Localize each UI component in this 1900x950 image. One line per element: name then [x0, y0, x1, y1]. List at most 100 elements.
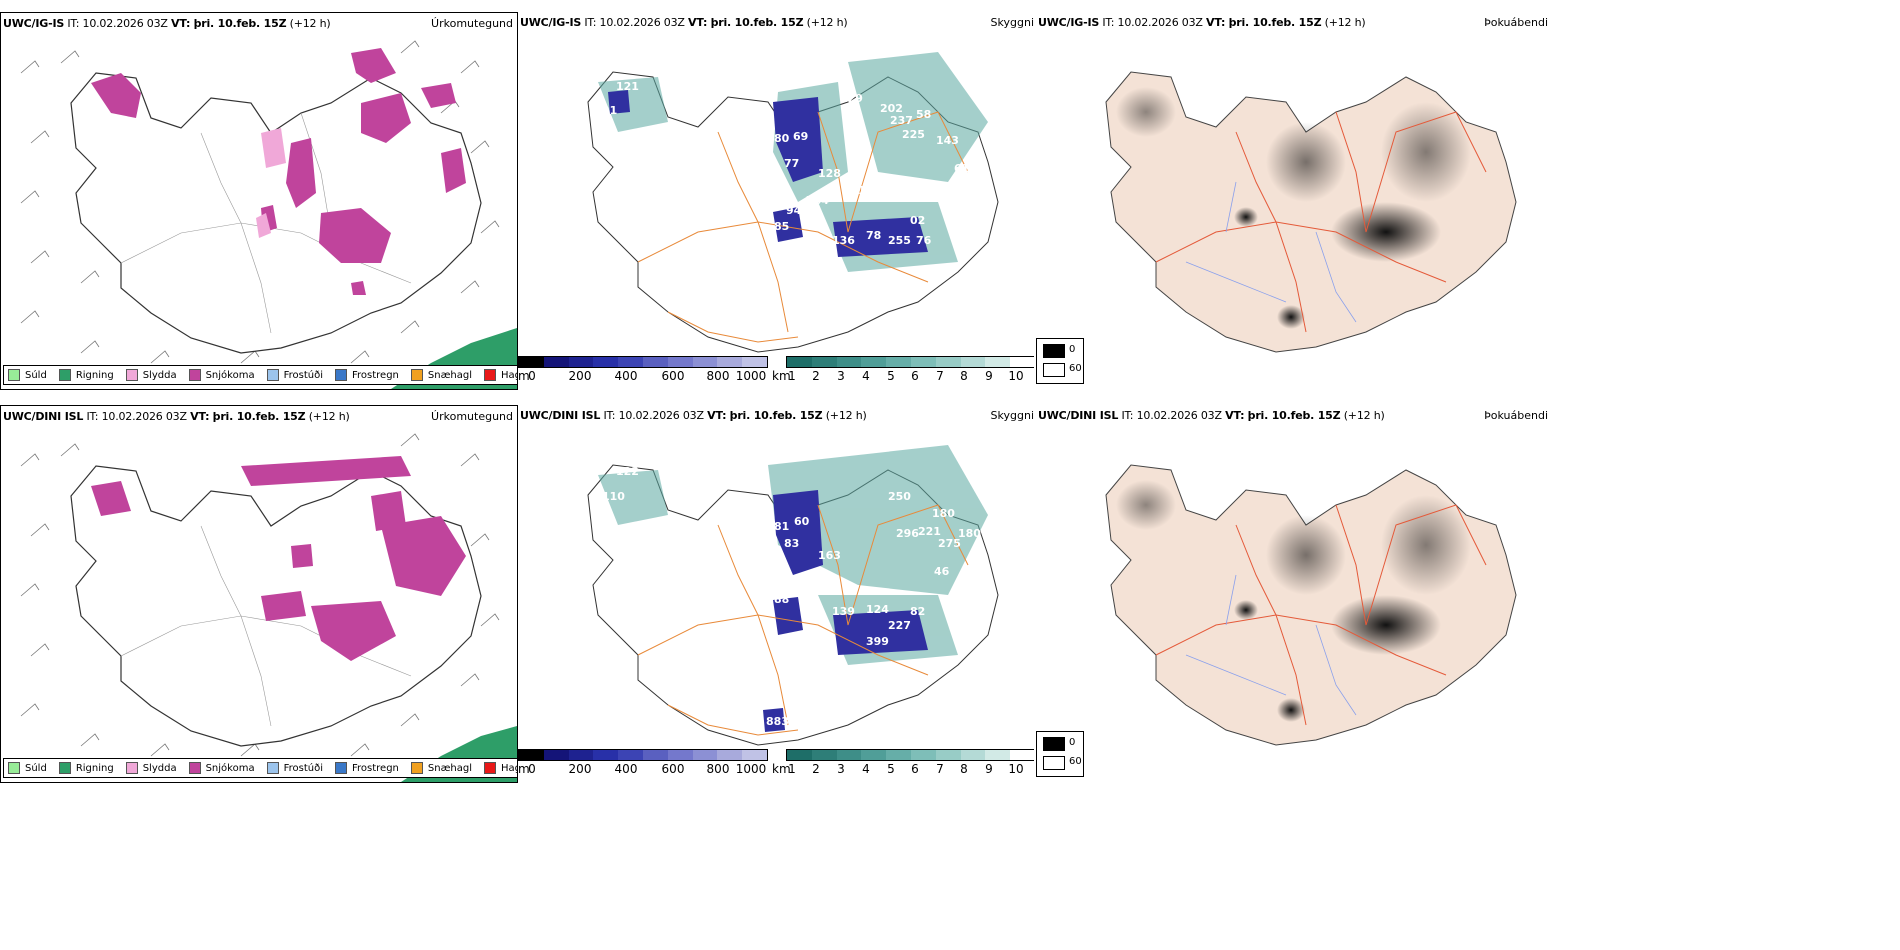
legend-label: Snjókoma: [205, 369, 255, 381]
fog-legend-label: 60: [1069, 756, 1082, 767]
fog-legend-bottom: 0 60: [1036, 731, 1084, 777]
tick-label: 1: [788, 369, 796, 383]
ceiling-label: 250: [888, 490, 911, 503]
ceiling-label: 91: [870, 665, 885, 678]
tick-label: 3: [837, 762, 845, 776]
ceiling-label: 128: [818, 167, 841, 180]
tick-label: 5: [887, 762, 895, 776]
snow-areas: [91, 48, 466, 295]
ceiling-label: 221: [918, 525, 941, 538]
legend-label: Súld: [25, 762, 47, 774]
ceiling-label: 399: [866, 635, 889, 648]
ceiling-label: 237: [890, 114, 913, 127]
legend-label: Haglél: [501, 762, 517, 774]
panel-field-name: Þokuábendi: [1484, 409, 1548, 422]
ceiling-label: 202: [880, 102, 903, 115]
ceiling-ticks: 0 200 400 600 800 1000: [518, 762, 766, 778]
precip-type-legend: Súld Rigning Slydda Snjókoma Frostúði Fr…: [3, 365, 517, 385]
tick-label: 4: [862, 369, 870, 383]
tick-label: 200: [568, 369, 592, 383]
ceiling-label: 227: [888, 619, 911, 632]
ceiling-label: 143: [936, 134, 959, 147]
ceiling-label: 77: [784, 157, 799, 170]
ceiling-value-labels: 122 110 81 60 83 163 88 139 124 82 227 3…: [602, 465, 981, 728]
tick-label: 9: [985, 762, 993, 776]
ceiling-ticks: 0 200 400 600 800 1000: [518, 369, 766, 385]
ceiling-label: 88: [774, 593, 789, 606]
precip-type-panel-bottom: UWC/DINI ISL IT: 10.02.2026 03Z VT: þri.…: [0, 405, 518, 783]
legend-label: Súld: [25, 369, 47, 381]
panel-title: UWC/IG-IS IT: 10.02.2026 03Z VT: þri. 10…: [3, 17, 331, 30]
ceiling-label: 80: [774, 132, 790, 145]
tick-label: 2: [812, 369, 820, 383]
ceiling-label: 81: [774, 520, 789, 533]
ceiling-label: 82: [910, 605, 925, 618]
ceiling-label: 58: [916, 108, 931, 121]
fog-areas: [1116, 87, 1471, 329]
ceiling-label: 83: [784, 537, 799, 550]
tick-label: 1000: [735, 369, 767, 383]
fog-panel-bottom: UWC/DINI ISL IT: 10.02.2026 03Z VT: þri.…: [1036, 405, 1552, 781]
tick-label: 800: [706, 762, 730, 776]
snow-areas: [91, 456, 466, 661]
tick-label: 600: [661, 369, 685, 383]
fog-legend-label: 0: [1069, 737, 1076, 748]
ceiling-label: 883: [766, 715, 789, 728]
ceiling-label: 136: [832, 234, 855, 247]
panel-field-name: Úrkomutegund: [431, 17, 513, 30]
ceiling-label: 02: [910, 214, 925, 227]
tick-label: 1: [788, 762, 796, 776]
tick-label: 0: [528, 369, 536, 383]
tick-label: 1000: [735, 762, 767, 776]
visibility-colorbar: [786, 356, 1034, 368]
cloud-map: 122 110 81 60 83 163 88 139 124 82 227 3…: [587, 445, 999, 746]
legend-label: Frostregn: [352, 369, 399, 381]
ceiling-label: 61: [954, 162, 969, 175]
legend-label: Snæhagl: [427, 762, 473, 774]
legend-label: Slydda: [142, 369, 177, 381]
fog-areas: [1116, 480, 1471, 722]
visibility-unit: km: [772, 762, 791, 776]
fog-legend-top: 0 60: [1036, 338, 1084, 384]
tick-label: 400: [614, 762, 638, 776]
tick-label: 400: [614, 369, 638, 383]
tick-label: 800: [706, 369, 730, 383]
tick-label: 8: [960, 369, 968, 383]
ceiling-colorbar: [518, 749, 768, 761]
tick-label: 6: [911, 762, 919, 776]
fog-map: [1105, 464, 1517, 746]
fog-map: [1105, 71, 1517, 353]
legend-label: Slydda: [142, 762, 177, 774]
legend-label: Frostúði: [283, 762, 323, 774]
tick-label: 3: [837, 369, 845, 383]
sleet-areas: [256, 128, 286, 238]
precip-type-map: [20, 40, 517, 389]
legend-label: Frostúði: [283, 369, 323, 381]
road-lines: [1155, 111, 1487, 333]
cloud-panel-bottom: UWC/DINI ISL IT: 10.02.2026 03Z VT: þri.…: [518, 405, 1034, 781]
legend-label: Rigning: [75, 369, 114, 381]
legend-label: Haglél: [501, 369, 517, 381]
ceiling-label: 76: [916, 234, 932, 247]
cloud-panel-top: UWC/IG-IS IT: 10.02.2026 03Z VT: þri. 10…: [518, 12, 1034, 388]
panel-title: UWC/DINI ISL IT: 10.02.2026 03Z VT: þri.…: [3, 410, 350, 423]
precip-type-legend: Súld Rigning Slydda Snjókoma Frostúði Fr…: [3, 758, 517, 778]
ceiling-label: 180: [958, 527, 981, 540]
tick-label: 7: [936, 762, 944, 776]
visibility-ticks: 1 2 3 4 5 6 7 8 9 10: [786, 762, 1034, 778]
panel-field-name: Skyggni: [990, 409, 1034, 422]
ceiling-unit: m: [518, 762, 530, 776]
ceiling-label: 225: [902, 128, 925, 141]
ceiling-label: 275: [938, 537, 961, 550]
visibility-unit: km: [772, 369, 791, 383]
iceland-outline: [70, 72, 482, 354]
legend-label: Snjókoma: [205, 762, 255, 774]
ceiling-label: 124: [866, 603, 889, 616]
fog-legend-label: 60: [1069, 363, 1082, 374]
visibility-ticks: 1 2 3 4 5 6 7 8 9 10: [786, 369, 1034, 385]
tick-label: 9: [985, 369, 993, 383]
precip-type-map: [20, 433, 517, 782]
ceiling-label: 69: [793, 130, 808, 143]
ceiling-label: 91: [602, 104, 617, 117]
road-lines: [1155, 504, 1487, 726]
